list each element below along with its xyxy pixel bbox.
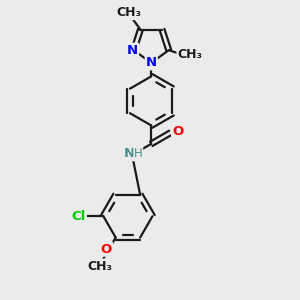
Text: CH₃: CH₃ — [178, 48, 203, 61]
Text: CH₃: CH₃ — [117, 6, 142, 19]
Text: O: O — [101, 243, 112, 256]
Text: N: N — [127, 44, 138, 57]
Text: H: H — [134, 147, 142, 160]
Text: Cl: Cl — [72, 210, 86, 223]
Text: O: O — [172, 125, 183, 138]
Text: N: N — [124, 147, 135, 160]
Text: N: N — [146, 56, 157, 69]
Text: CH₃: CH₃ — [87, 260, 112, 273]
